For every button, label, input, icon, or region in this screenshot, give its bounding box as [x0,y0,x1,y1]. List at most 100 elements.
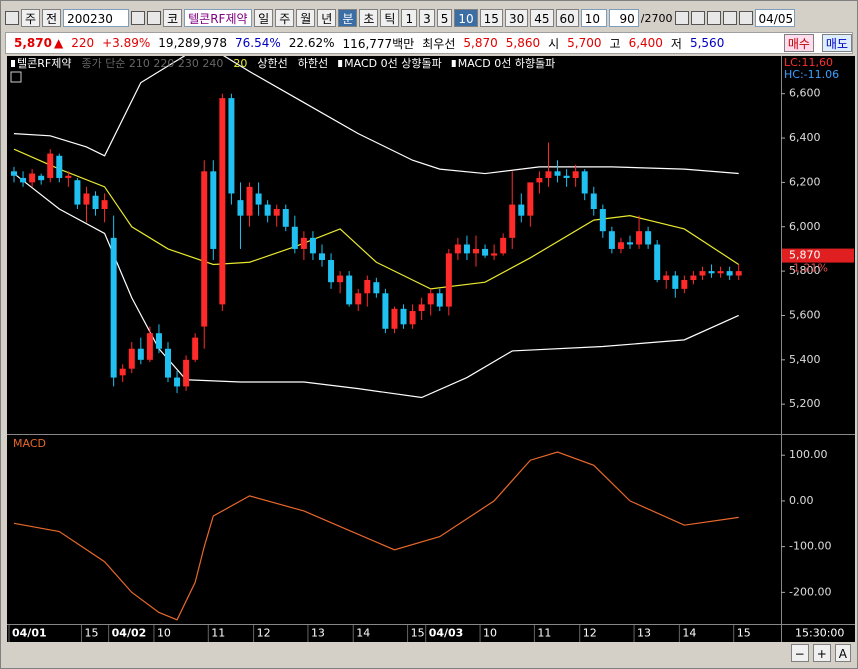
legend-marker [451,60,456,67]
prev[interactable]: 전 [42,9,62,27]
candle-body [482,248,489,256]
quote-amount: 116,777백만 [342,36,415,51]
x-tick-label: 12 [583,627,597,640]
candle-body [599,209,606,232]
time-label: 15:30:00 [795,627,844,640]
legend-marker [338,60,343,67]
period-button[interactable]: 틱 [380,9,400,27]
overlay-line [13,56,739,175]
interval-button[interactable]: 30 [504,9,529,27]
zoom-font[interactable]: A [834,644,851,662]
candle-body [581,171,588,194]
lc-label: LC:11,60 [784,56,833,69]
candle-body [391,308,398,329]
candle-body [328,260,335,283]
candle-body [500,237,507,254]
last-price-box [782,248,854,263]
candle-body [463,244,470,254]
candle-body [11,171,17,176]
period-button[interactable]: 일 [254,9,274,27]
candle-body [246,186,253,216]
candle-body [228,98,235,194]
market[interactable]: 주 [21,9,41,27]
period-button[interactable]: 년 [317,9,337,27]
legend-entry: 상한선 [257,57,287,70]
x-tick-label: 11 [537,627,551,640]
quote-low: 5,560 [689,36,725,50]
quote-volume: 19,289,978 [158,36,228,50]
icon [738,11,753,25]
stock-name[interactable]: 텔콘RF제약 [184,9,253,27]
candle-body [74,180,81,205]
quote-ratio1: 76.54% [235,36,281,50]
candle-body [572,171,579,178]
candle-body [337,275,344,283]
range[interactable]: 90 [608,9,639,27]
candle-body [726,271,733,276]
y-tick-label: -100.00 [789,540,831,553]
interval-button[interactable]: 3 [419,9,435,27]
x-tick-label: 04/03 [429,627,464,640]
quote-high-label: 고 [609,36,621,51]
candle-body [291,226,298,249]
candle-body [119,368,126,376]
x-tick-label: 11 [211,627,225,640]
legend-entry: MACD 0선 상향돌파 [344,57,442,70]
candle-body [219,98,226,305]
interval-button[interactable]: 5 [436,9,453,27]
price-plot [11,56,742,399]
quote-best: 최우선 [422,36,456,51]
period-button[interactable]: 주 [275,9,295,27]
y-tick-label: 5,800 [789,264,821,277]
candle-body [346,275,353,305]
interval-button[interactable]: 1 [401,9,418,27]
candle-body [137,348,144,360]
candle-body [355,293,362,305]
date[interactable]: 04/05 [754,9,795,27]
candle-body [165,348,171,378]
candle-body [690,275,697,280]
interval-button[interactable]: 45 [530,9,554,27]
code[interactable]: 200230 [63,9,130,27]
hc-label: HC:-11.06 [784,68,839,81]
macd-line [13,451,739,621]
zoom-plus[interactable]: + [812,644,831,662]
kr[interactable]: 코 [163,9,183,27]
interval-button[interactable]: 60 [555,9,579,27]
candle-body [29,173,36,183]
candle-body [92,195,99,210]
y-tick-label: -200.00 [789,585,831,598]
period-button[interactable]: 초 [359,9,379,27]
change-label: -1.21% [789,262,828,275]
candle-body [183,359,190,387]
quote-high: 6,400 [628,36,663,50]
interval-button[interactable]: 15 [479,9,503,27]
candle-body [237,200,244,216]
candle-body [192,337,199,360]
quote-pct: +3.89% [102,36,151,50]
candle-body [409,311,416,325]
candle-body [309,237,316,254]
x-tick-label: 04/01 [12,627,47,640]
count[interactable]: 10 [580,9,607,27]
period-button[interactable]: 월 [296,9,316,27]
interval-button[interactable]: 10 [454,9,478,27]
quote-bid: 5,860 [505,36,541,50]
chart: 5,200 5,400 5,600 5,800 6,000 6,200 6,400 6,600… [7,56,855,642]
buy-button[interactable]: 매수 [783,34,814,52]
candle-body [418,304,425,312]
candle-body [427,293,434,305]
period-button[interactable]: 분 [338,9,358,27]
candle-body [319,253,325,261]
candle-body [264,204,271,216]
icon [722,11,737,25]
quote-ratio2: 22.62% [288,36,335,50]
candle-body [636,231,643,245]
x-tick-label: 15 [84,627,98,640]
zoom-minus[interactable]: − [790,644,809,662]
sell-button[interactable]: 매도 [821,34,852,52]
candle-body [563,175,570,178]
x-tick-label: 13 [311,627,325,640]
candle-body [617,242,624,249]
